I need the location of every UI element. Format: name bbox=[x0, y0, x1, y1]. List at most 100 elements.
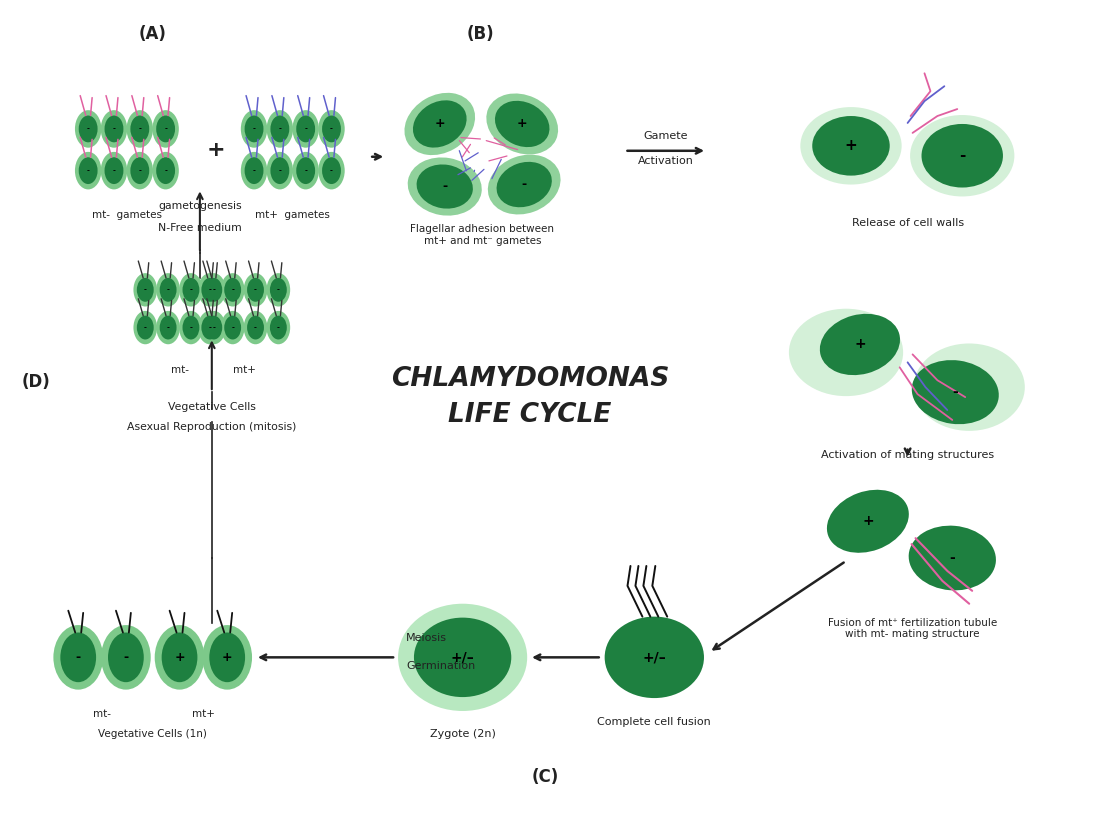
Text: -: - bbox=[138, 168, 142, 174]
Text: -: - bbox=[113, 168, 115, 174]
Text: +: + bbox=[517, 117, 528, 131]
Ellipse shape bbox=[247, 278, 263, 302]
Text: (C): (C) bbox=[531, 768, 559, 786]
Text: Activation: Activation bbox=[638, 155, 694, 165]
Ellipse shape bbox=[101, 152, 127, 189]
Text: -: - bbox=[213, 324, 215, 331]
Text: -: - bbox=[959, 148, 965, 163]
Ellipse shape bbox=[153, 110, 179, 148]
Ellipse shape bbox=[319, 110, 344, 148]
Ellipse shape bbox=[270, 316, 287, 340]
Ellipse shape bbox=[495, 101, 549, 147]
Ellipse shape bbox=[292, 110, 319, 148]
Ellipse shape bbox=[245, 157, 263, 184]
Ellipse shape bbox=[297, 157, 315, 184]
Text: -: - bbox=[277, 324, 280, 331]
Ellipse shape bbox=[407, 157, 482, 216]
Ellipse shape bbox=[241, 152, 267, 189]
Ellipse shape bbox=[159, 278, 176, 302]
Ellipse shape bbox=[404, 93, 475, 155]
Ellipse shape bbox=[913, 343, 1025, 431]
Text: -: - bbox=[189, 287, 193, 293]
Ellipse shape bbox=[921, 124, 1003, 188]
Text: -: - bbox=[113, 126, 115, 132]
Ellipse shape bbox=[201, 316, 218, 340]
Ellipse shape bbox=[267, 152, 293, 189]
Ellipse shape bbox=[203, 625, 252, 690]
Ellipse shape bbox=[604, 617, 704, 698]
Text: -: - bbox=[255, 287, 257, 293]
Ellipse shape bbox=[488, 155, 560, 214]
Text: Meiosis: Meiosis bbox=[406, 633, 447, 643]
Text: -: - bbox=[279, 126, 281, 132]
Ellipse shape bbox=[414, 618, 511, 697]
Text: +: + bbox=[855, 337, 866, 351]
Text: -: - bbox=[277, 287, 280, 293]
Text: Release of cell walls: Release of cell walls bbox=[851, 218, 964, 228]
Text: (A): (A) bbox=[138, 25, 167, 43]
Ellipse shape bbox=[201, 278, 218, 302]
Text: Vegetative Cells (1n): Vegetative Cells (1n) bbox=[99, 729, 207, 739]
Ellipse shape bbox=[101, 110, 127, 148]
Text: -: - bbox=[950, 551, 955, 565]
Text: -: - bbox=[167, 287, 169, 293]
Text: (D): (D) bbox=[22, 373, 50, 391]
Text: -: - bbox=[304, 126, 307, 132]
Ellipse shape bbox=[198, 273, 221, 307]
Ellipse shape bbox=[497, 162, 551, 208]
Ellipse shape bbox=[270, 116, 289, 142]
Ellipse shape bbox=[179, 273, 203, 307]
Text: -: - bbox=[304, 168, 307, 174]
Text: -: - bbox=[167, 324, 169, 331]
Ellipse shape bbox=[126, 110, 153, 148]
Text: +: + bbox=[845, 138, 857, 153]
Ellipse shape bbox=[267, 311, 290, 344]
Text: +: + bbox=[862, 514, 873, 528]
Text: mt+: mt+ bbox=[192, 709, 215, 719]
Text: -: - bbox=[252, 168, 256, 174]
Text: -: - bbox=[86, 168, 90, 174]
Ellipse shape bbox=[209, 633, 245, 682]
Ellipse shape bbox=[225, 316, 241, 340]
Ellipse shape bbox=[241, 110, 267, 148]
Ellipse shape bbox=[134, 311, 157, 344]
Text: N-Free medium: N-Free medium bbox=[158, 223, 241, 233]
Text: Gamete: Gamete bbox=[643, 131, 687, 141]
Ellipse shape bbox=[322, 157, 341, 184]
Text: mt-  gametes: mt- gametes bbox=[92, 210, 162, 220]
Ellipse shape bbox=[61, 633, 96, 682]
Text: -: - bbox=[330, 168, 333, 174]
Ellipse shape bbox=[159, 316, 176, 340]
Ellipse shape bbox=[486, 93, 558, 155]
Text: -: - bbox=[208, 324, 211, 331]
Ellipse shape bbox=[270, 278, 287, 302]
Ellipse shape bbox=[179, 311, 203, 344]
Text: -: - bbox=[255, 324, 257, 331]
Ellipse shape bbox=[126, 152, 153, 189]
Text: Vegetative Cells: Vegetative Cells bbox=[168, 402, 256, 412]
Text: Germination: Germination bbox=[406, 662, 475, 672]
Ellipse shape bbox=[221, 311, 245, 344]
Ellipse shape bbox=[244, 311, 267, 344]
Ellipse shape bbox=[201, 311, 226, 344]
Ellipse shape bbox=[75, 110, 102, 148]
Text: +/–: +/– bbox=[642, 650, 666, 664]
Ellipse shape bbox=[247, 316, 263, 340]
Text: Flagellar adhesion between
mt+ and mt⁻ gametes: Flagellar adhesion between mt+ and mt⁻ g… bbox=[411, 224, 555, 246]
Text: -: - bbox=[231, 287, 234, 293]
Ellipse shape bbox=[79, 157, 97, 184]
Ellipse shape bbox=[104, 116, 123, 142]
Ellipse shape bbox=[245, 116, 263, 142]
Ellipse shape bbox=[910, 115, 1014, 197]
Text: -: - bbox=[442, 180, 447, 193]
Ellipse shape bbox=[162, 633, 197, 682]
Text: -: - bbox=[189, 324, 193, 331]
Ellipse shape bbox=[909, 526, 996, 590]
Ellipse shape bbox=[156, 116, 175, 142]
Ellipse shape bbox=[53, 625, 103, 690]
Ellipse shape bbox=[399, 604, 527, 711]
Ellipse shape bbox=[101, 625, 151, 690]
Text: Complete cell fusion: Complete cell fusion bbox=[598, 717, 711, 727]
Ellipse shape bbox=[153, 152, 179, 189]
Ellipse shape bbox=[131, 116, 149, 142]
